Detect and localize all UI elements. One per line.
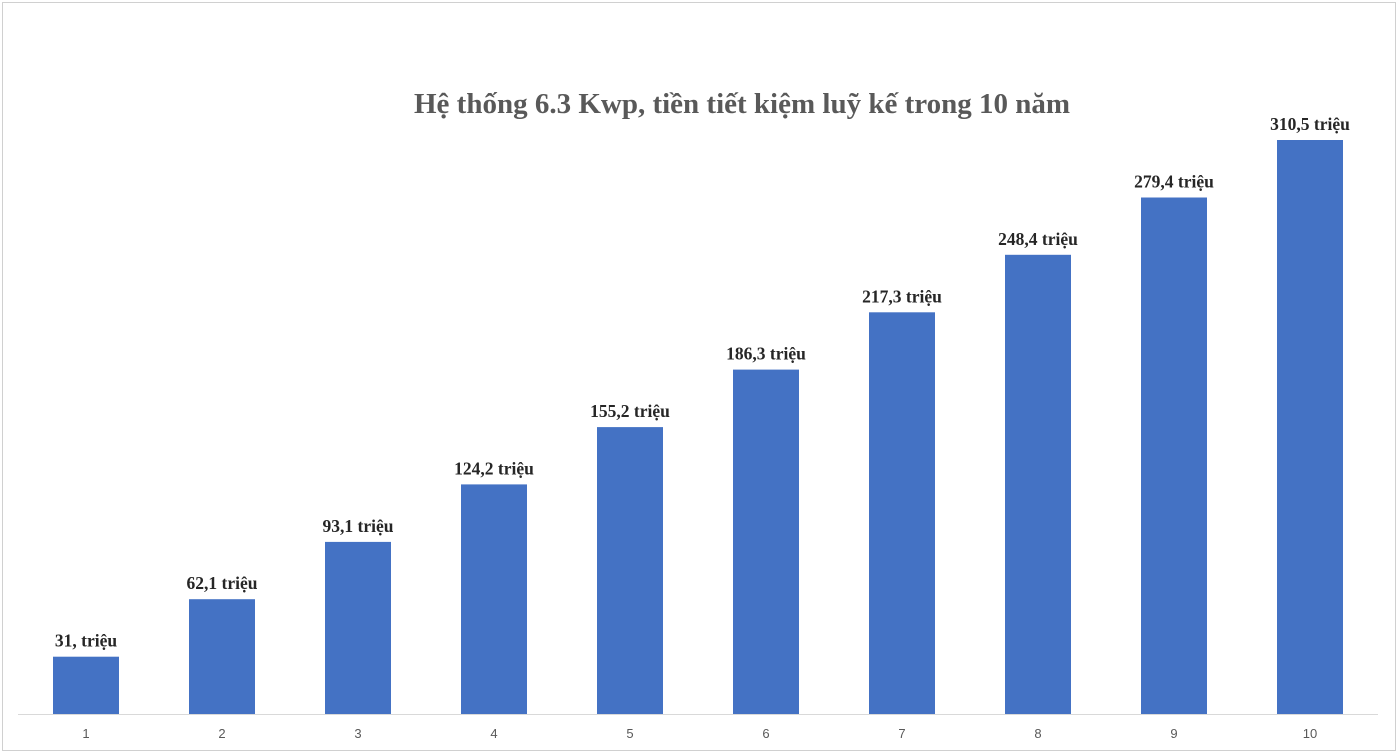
x-tick-label-2: 2 — [218, 726, 225, 741]
bar-9 — [1141, 197, 1207, 714]
x-tick-label-7: 7 — [898, 726, 905, 741]
x-tick-label-5: 5 — [626, 726, 633, 741]
data-label-1: 31, triệu — [55, 631, 117, 651]
bar-10 — [1277, 140, 1343, 714]
x-tick-label-1: 1 — [82, 726, 89, 741]
data-label-5: 155,2 triệu — [590, 401, 670, 421]
chart-title: Hệ thống 6.3 Kwp, tiền tiết kiệm luỹ kế … — [414, 88, 1070, 120]
bar-2 — [189, 599, 255, 714]
data-label-3: 93,1 triệu — [323, 516, 394, 536]
x-tick-label-3: 3 — [354, 726, 361, 741]
data-label-2: 62,1 triệu — [187, 573, 258, 593]
x-tick-label-4: 4 — [490, 726, 497, 741]
data-label-10: 310,5 triệu — [1270, 114, 1350, 134]
x-tick-label-10: 10 — [1303, 726, 1317, 741]
data-label-6: 186,3 triệu — [726, 344, 806, 364]
bar-8 — [1005, 254, 1071, 715]
bar-5 — [597, 427, 663, 714]
data-label-8: 248,4 triệu — [998, 229, 1078, 249]
bar-3 — [325, 541, 391, 714]
data-label-7: 217,3 triệu — [862, 286, 942, 306]
data-label-4: 124,2 triệu — [454, 458, 534, 478]
bar-7 — [869, 312, 935, 714]
bar-1 — [53, 656, 119, 714]
bar-6 — [733, 369, 799, 714]
x-tick-label-6: 6 — [762, 726, 769, 741]
bar-4 — [461, 484, 527, 714]
x-tick-label-8: 8 — [1034, 726, 1041, 741]
data-label-9: 279,4 triệu — [1134, 172, 1214, 192]
x-tick-label-9: 9 — [1170, 726, 1177, 741]
